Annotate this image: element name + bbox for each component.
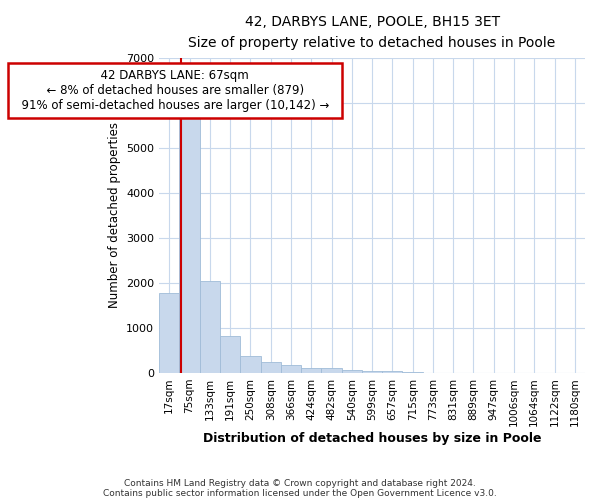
Bar: [240, 356, 260, 373]
Y-axis label: Number of detached properties: Number of detached properties: [107, 122, 121, 308]
X-axis label: Distribution of detached houses by size in Poole: Distribution of detached houses by size …: [203, 432, 541, 445]
Bar: [403, 372, 423, 373]
Bar: [220, 336, 240, 373]
Bar: [301, 368, 322, 373]
Bar: [200, 280, 220, 373]
Bar: [159, 292, 179, 373]
Text: 42 DARBYS LANE: 67sqm  
  ← 8% of detached houses are smaller (879)  
  91% of s: 42 DARBYS LANE: 67sqm ← 8% of detached h…: [14, 69, 337, 112]
Bar: [362, 370, 382, 373]
Bar: [281, 365, 301, 373]
Bar: [322, 368, 341, 373]
Bar: [179, 114, 200, 373]
Bar: [341, 370, 362, 373]
Bar: [382, 372, 403, 373]
Text: Contains HM Land Registry data © Crown copyright and database right 2024.: Contains HM Land Registry data © Crown c…: [124, 478, 476, 488]
Text: Contains public sector information licensed under the Open Government Licence v3: Contains public sector information licen…: [103, 488, 497, 498]
Bar: [260, 362, 281, 373]
Title: 42, DARBYS LANE, POOLE, BH15 3ET
Size of property relative to detached houses in: 42, DARBYS LANE, POOLE, BH15 3ET Size of…: [188, 15, 556, 50]
